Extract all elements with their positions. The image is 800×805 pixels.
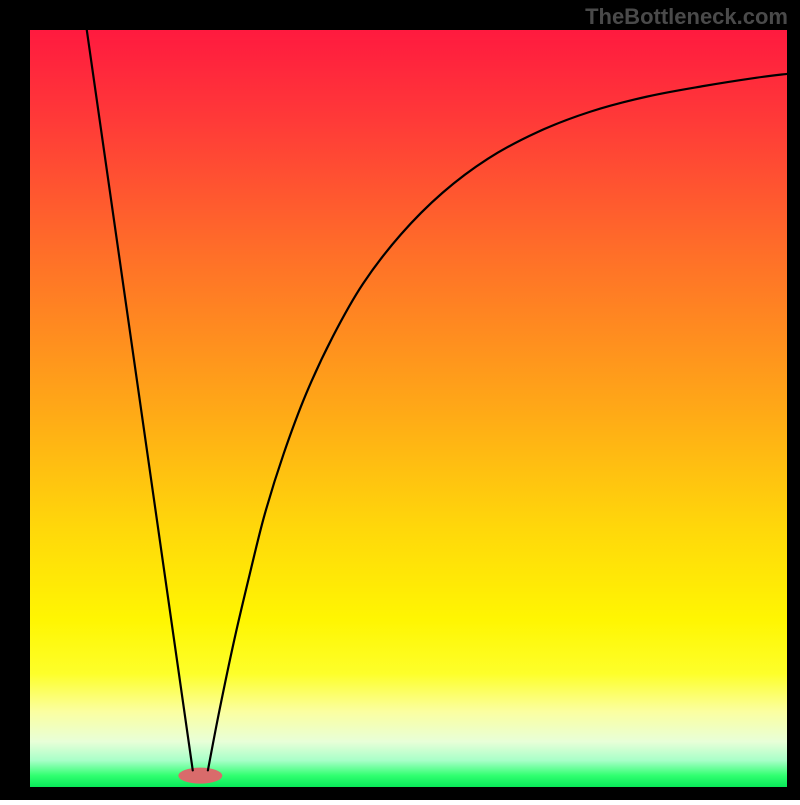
minimum-marker [178, 768, 222, 784]
chart-frame: TheBottleneck.com [0, 0, 800, 800]
plot-background [30, 30, 787, 787]
watermark-text: TheBottleneck.com [585, 4, 788, 30]
chart-svg [0, 0, 800, 800]
